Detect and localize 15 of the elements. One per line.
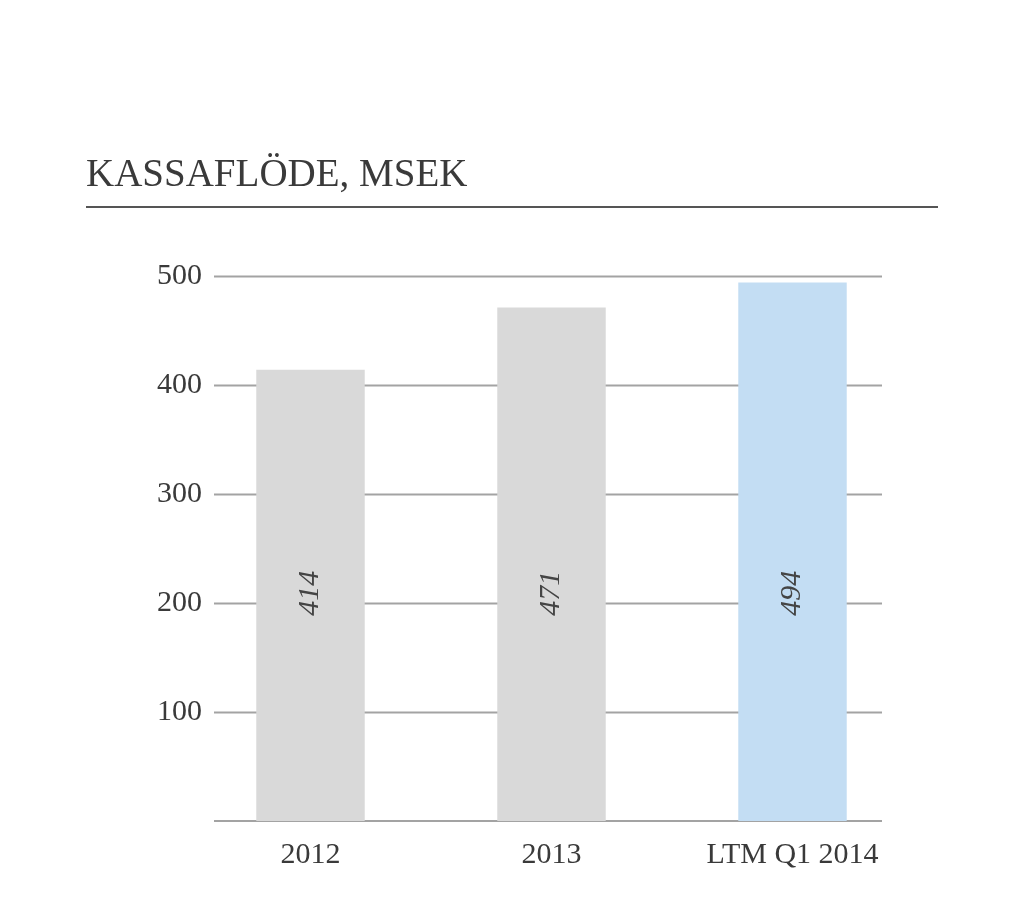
y-tick-label: 300 [157,474,202,508]
x-tick-label: 2013 [521,835,582,869]
y-tick-label: 100 [157,692,202,726]
y-tick-label: 500 [157,256,202,290]
data-label: 494 [773,570,807,616]
y-tick-label: 200 [157,583,202,617]
bar [738,282,847,821]
bar [256,369,365,821]
chart-title: KASSAFLÖDE, MSEK [86,150,468,196]
data-label: 414 [291,570,325,616]
y-tick-label: 400 [157,365,202,399]
data-label: 471 [532,570,566,616]
bar [497,307,606,821]
x-tick-label: 2012 [280,835,341,869]
x-tick-label: LTM Q1 2014 [706,835,879,869]
